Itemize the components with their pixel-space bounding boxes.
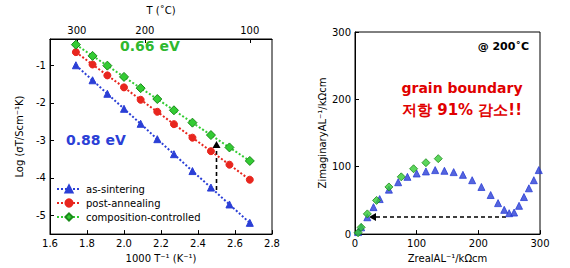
svg-text:2.0: 2.0 [116,238,132,249]
svg-text:200: 200 [332,94,351,105]
svg-text:1.8: 1.8 [79,238,95,249]
svg-text:2.4: 2.4 [190,238,206,249]
svg-text:as-sintering: as-sintering [86,184,145,195]
svg-text:2.8: 2.8 [264,238,280,249]
svg-text:0.88 eV: 0.88 eV [66,132,126,148]
svg-text:300: 300 [530,238,549,249]
svg-text:-4: -4 [36,172,46,183]
svg-text:Log (σT/Scm⁻¹K): Log (σT/Scm⁻¹K) [14,95,25,177]
svg-text:0.66 eV: 0.66 eV [120,38,180,54]
svg-text:0: 0 [345,229,351,240]
svg-text:1000 T⁻¹ (K⁻¹): 1000 T⁻¹ (K⁻¹) [126,253,197,264]
svg-text:0: 0 [352,238,358,249]
svg-text:300: 300 [67,25,86,36]
svg-text:-2: -2 [36,97,46,108]
svg-text:grain boundary: grain boundary [401,80,522,96]
svg-text:200: 200 [469,238,488,249]
svg-text:composition-controlled: composition-controlled [86,212,201,223]
svg-text:저항 91% 감소!!: 저항 91% 감소!! [402,101,522,119]
svg-text:1.6: 1.6 [42,238,58,249]
svg-text:2.2: 2.2 [153,238,169,249]
svg-text:-3: -3 [36,135,46,146]
svg-text:100: 100 [240,25,259,36]
svg-text:ZimaginaryAL⁻¹/kΩcm: ZimaginaryAL⁻¹/kΩcm [317,78,328,189]
svg-text:300: 300 [332,27,351,38]
svg-text:@ 200˚C: @ 200˚C [478,40,529,53]
svg-text:100: 100 [332,161,351,172]
svg-text:T (˚C): T (˚C) [145,5,175,16]
svg-text:2.6: 2.6 [227,238,243,249]
svg-text:-1: -1 [36,60,46,71]
svg-text:-5: -5 [36,210,46,221]
svg-text:post-annealing: post-annealing [86,198,161,209]
svg-text:ZrealAL⁻¹/kΩcm: ZrealAL⁻¹/kΩcm [408,253,488,264]
svg-text:100: 100 [407,238,426,249]
svg-text:200: 200 [135,25,154,36]
